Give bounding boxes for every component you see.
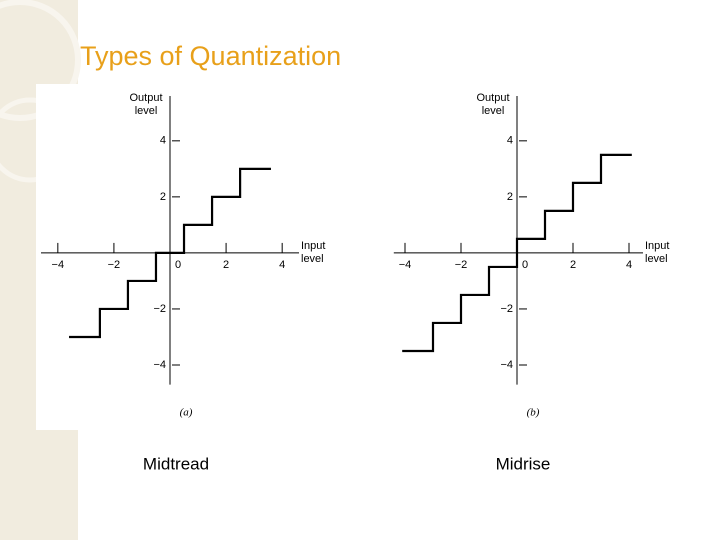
y-axis-label: level [482,105,505,117]
figure-caption: (b) [527,407,540,419]
figure-caption: (a) [180,407,193,419]
x-tick-label: 0 [175,259,181,271]
chart-label: Midrise [496,454,551,473]
y-tick-label: −4 [153,359,166,371]
x-tick-label: 4 [279,259,285,271]
y-axis-label: level [135,105,158,117]
x-axis-label: Input [645,240,669,252]
x-axis-label: level [301,253,324,265]
y-tick-label: 4 [507,135,513,147]
x-axis-label: Input [301,240,325,252]
step-line [402,153,632,353]
x-tick-label: −2 [108,259,121,271]
y-tick-label: 2 [160,191,166,203]
x-tick-label: −4 [399,259,412,271]
x-tick-label: 2 [570,259,576,271]
x-tick-label: 0 [522,259,528,271]
slide-title: Types of Quantization [80,41,341,71]
chart-label: Midtread [143,454,209,473]
y-tick-label: −2 [500,303,513,315]
step-line [69,167,271,339]
y-tick-label: 2 [507,191,513,203]
x-tick-label: −2 [455,259,468,271]
x-axis-label: level [645,253,668,265]
y-tick-label: −2 [153,303,166,315]
x-tick-label: 2 [223,259,229,271]
y-tick-label: 4 [160,135,166,147]
decoration [0,0,81,121]
x-tick-label: −4 [52,259,65,271]
y-axis-label: Output [476,92,509,104]
y-axis-label: Output [129,92,162,104]
figure-panel [36,84,78,430]
y-tick-label: −4 [500,359,513,371]
x-tick-label: 4 [626,259,632,271]
